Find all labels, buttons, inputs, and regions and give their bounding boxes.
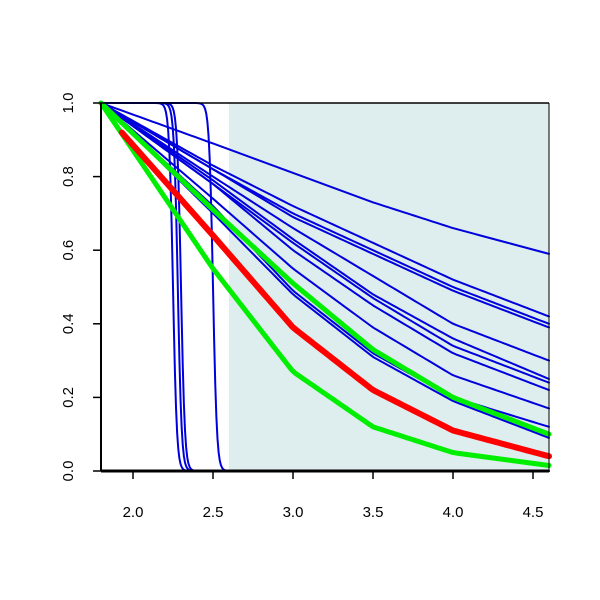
y-tick-label: 1.0 [60,93,77,114]
y-tick-label: 0.4 [60,313,77,334]
x-tick-label: 3.0 [283,504,304,521]
series-blue-12 [100,102,550,392]
y-tick-label: 0.2 [60,387,77,408]
series-blue-10 [100,102,550,380]
x-tick-label: 3.5 [363,504,384,521]
y-tick-label: 0.0 [60,461,77,482]
series-green-17 [98,100,552,468]
series-green-16 [98,100,552,437]
y-tick-label: 0.8 [60,166,77,187]
x-tick-label: 4.0 [443,504,464,521]
series-blue-13 [100,102,550,410]
x-tick-label: 2.5 [203,504,224,521]
series-blue-6 [100,102,550,318]
series-red-18 [118,129,552,460]
x-tick-label: 4.5 [523,504,544,521]
series-blue-9 [100,102,550,362]
series-blue-5 [100,102,550,255]
y-tick-label: 0.6 [60,240,77,261]
x-tick-label: 2.0 [123,504,144,521]
series-blue-8 [100,102,550,329]
